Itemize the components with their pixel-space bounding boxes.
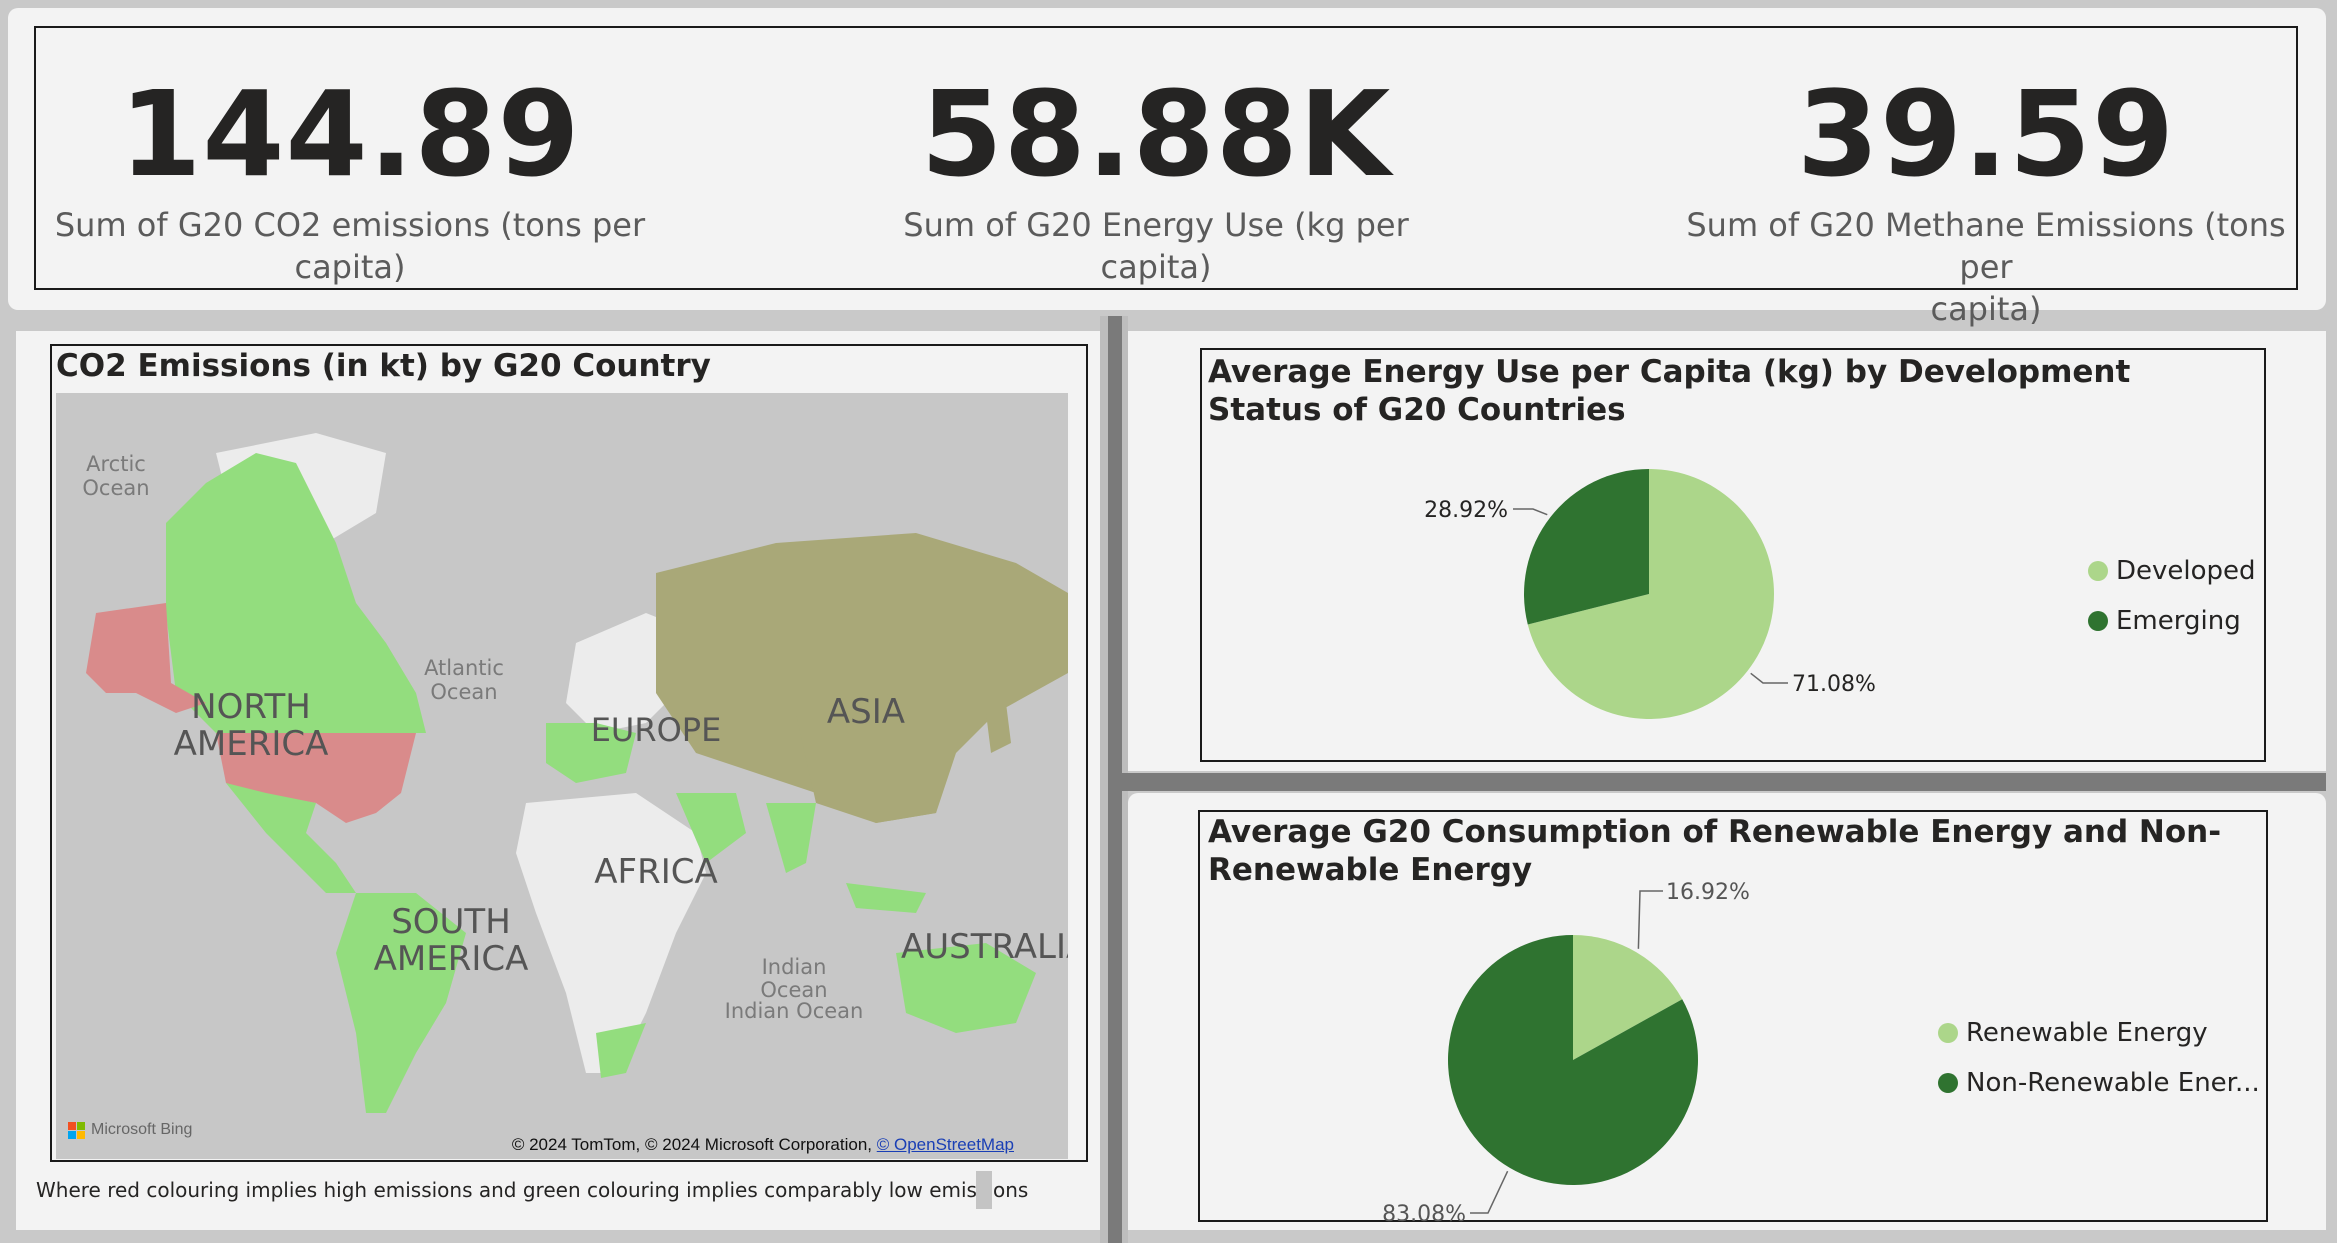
pie-chart-frame-renewable: [1198, 810, 2268, 1222]
label-indian-2: Ocean: [760, 978, 827, 1002]
pie-data-label-0: 16.92%: [1666, 880, 1750, 905]
australia-shape: [896, 943, 1036, 1033]
label-south-america-1: SOUTH: [391, 902, 511, 942]
south-africa-shape: [596, 1023, 646, 1078]
label-north-america-2: AMERICA: [174, 724, 329, 764]
south-america-shape: [336, 893, 466, 1113]
pie-leader-line-1: [1470, 1170, 1509, 1214]
bing-logo-text: Microsoft Bing: [91, 1121, 193, 1138]
legend-dot-renewable: [1938, 1023, 1958, 1043]
label-arctic-2: Ocean: [82, 476, 149, 500]
indonesia-shape: [846, 883, 926, 913]
label-africa: AFRICA: [594, 852, 717, 892]
pie-leader-line-0: [1750, 672, 1788, 684]
legend-label-renewable: Renewable Energy: [1966, 1018, 2208, 1048]
legend-label-non-renewable: Non-Renewable Ener...: [1966, 1068, 2260, 1098]
legend-dot-emerging: [2088, 611, 2108, 631]
pie-slice-renewable-energy[interactable]: [1573, 935, 1683, 1060]
label-asia: ASIA: [827, 692, 905, 732]
label-europe: EUROPE: [591, 711, 722, 749]
label-indian-full: Indian Ocean: [725, 999, 864, 1023]
map-frame: [50, 344, 1088, 1162]
kpi-label-co2-line2: capita): [294, 248, 406, 286]
legend-dot-non-renewable: [1938, 1073, 1958, 1093]
india-shape: [766, 803, 816, 873]
map-panel: CO2 Emissions (in kt) by G20 Country: [16, 331, 1100, 1230]
pie-chart-frame-development: [1200, 348, 2266, 762]
mexico-shape: [226, 783, 356, 893]
legend-development: Developed Emerging: [2088, 546, 2256, 646]
kpi-label-methane-line1: Sum of G20 Methane Emissions (tons per: [1686, 206, 2286, 286]
pie-data-label-1: 28.92%: [1424, 498, 1508, 523]
pie-chart-title-renewable: Average G20 Consumption of Renewable Ene…: [1208, 814, 2222, 888]
pie-data-label-0: 71.08%: [1792, 672, 1876, 697]
row-divider: [1108, 773, 2326, 791]
canada-shape: [166, 453, 426, 733]
japan-shape: [986, 703, 1011, 753]
europe-shape: [546, 723, 636, 783]
kpi-value-co2: 144.89: [119, 65, 581, 203]
kpi-panel: 144.89 Sum of G20 CO2 emissions (tons pe…: [8, 8, 2326, 328]
bing-logo: Microsoft Bing: [68, 1121, 192, 1139]
pie-chart-renewable[interactable]: 16.92% 83.08%: [1128, 793, 2326, 1230]
legend-renewable: Renewable Energy Non-Renewable Ener...: [1938, 1008, 2260, 1108]
legend-dot-developed: [2088, 561, 2108, 581]
legend-item-developed[interactable]: Developed: [2088, 546, 2256, 596]
kpi-value-energy: 58.88K: [920, 65, 1392, 203]
pie-chart-panel-development: Average Energy Use per Capita (kg) by De…: [1128, 331, 2326, 771]
kpi-label-energy: Sum of G20 Energy Use (kg per capita): [903, 206, 1409, 286]
pie-data-label-1: 83.08%: [1382, 1202, 1466, 1227]
legend-label-developed: Developed: [2116, 556, 2256, 586]
label-south-america-2: AMERICA: [374, 939, 529, 979]
china-shape: [796, 693, 956, 823]
microsoft-logo-icon: [68, 1121, 85, 1139]
kpi-card-methane[interactable]: 39.59 Sum of G20 Methane Emissions (tons…: [1676, 74, 2296, 330]
pie-leader-line-1: [1513, 508, 1548, 516]
kpi-label-methane-line2: capita): [1930, 290, 2042, 328]
label-atlantic-2: Ocean: [430, 680, 497, 704]
pie-leader-line-0: [1637, 890, 1663, 949]
kpi-card-co2[interactable]: 144.89 Sum of G20 CO2 emissions (tons pe…: [40, 74, 660, 288]
map-attribution: © 2024 TomTom, © 2024 Microsoft Corporat…: [512, 1135, 1014, 1155]
kpi-frame: 144.89 Sum of G20 CO2 emissions (tons pe…: [34, 26, 2298, 328]
kpi-label-co2-line1: Sum of G20 CO2 emissions (tons per: [54, 206, 646, 244]
pie-chart-title-development: Average Energy Use per Capita (kg) by De…: [1208, 354, 2131, 428]
pie-slice-non-renewable-ener[interactable]: [1448, 935, 1698, 1185]
legend-label-emerging: Emerging: [2116, 606, 2241, 636]
legend-item-emerging[interactable]: Emerging: [2088, 596, 2256, 646]
alaska-shape: [86, 603, 206, 713]
label-arctic-1: Arctic: [86, 452, 146, 476]
scrollbar-thumb[interactable]: [976, 1171, 992, 1209]
pie-chart-development[interactable]: 71.08% 28.92%: [1128, 331, 2326, 771]
russia-asia-shape: [656, 533, 1068, 823]
kpi-value-methane: 39.59: [1796, 65, 2176, 203]
usa-shape: [216, 733, 416, 823]
world-map[interactable]: NORTH AMERICA EUROPE ASIA AFRICA SOUTH A…: [56, 393, 1068, 1159]
pie-slice-developed[interactable]: [1527, 469, 1774, 719]
africa-shape: [516, 793, 706, 1073]
map-title: CO2 Emissions (in kt) by G20 Country: [56, 348, 711, 384]
legend-item-non-renewable[interactable]: Non-Renewable Ener...: [1938, 1058, 2260, 1108]
pie-slice-emerging[interactable]: [1524, 469, 1649, 625]
kpi-card-energy[interactable]: 58.88K Sum of G20 Energy Use (kg per cap…: [846, 74, 1466, 288]
openstreetmap-link[interactable]: © OpenStreetMap: [876, 1135, 1014, 1154]
label-atlantic-1: Atlantic: [424, 656, 504, 680]
pie-chart-panel-renewable: Average G20 Consumption of Renewable Ene…: [1128, 793, 2326, 1230]
label-indian-1: Indian: [762, 955, 827, 979]
legend-item-renewable[interactable]: Renewable Energy: [1938, 1008, 2260, 1058]
map-svg: NORTH AMERICA EUROPE ASIA AFRICA SOUTH A…: [56, 393, 1068, 1159]
map-footnote: Where red colouring implies high emissio…: [36, 1178, 1029, 1202]
attribution-text: © 2024 TomTom, © 2024 Microsoft Corporat…: [511, 1135, 877, 1154]
saudi-shape: [676, 793, 746, 863]
label-north-america-1: NORTH: [191, 687, 311, 727]
